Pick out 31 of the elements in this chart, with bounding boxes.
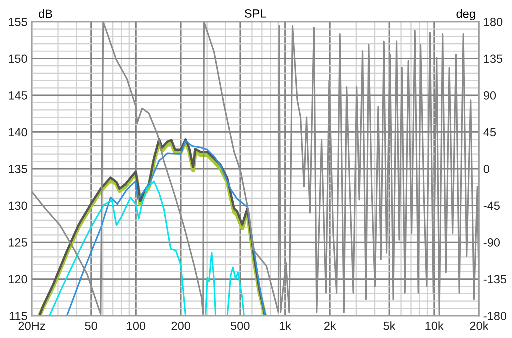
x-tick-label: 500 xyxy=(231,322,250,330)
y-tick-label: 125 xyxy=(9,238,28,247)
y2-tick-label: 135 xyxy=(484,54,503,64)
y2-tick-label: -180 xyxy=(484,312,507,320)
x-tick-label: 100 xyxy=(127,322,146,330)
x-tick-label: 20k xyxy=(470,322,489,330)
x-tick-label: 10k xyxy=(426,322,444,330)
y2-tick-label: 45 xyxy=(484,128,496,137)
chart-title: SPL xyxy=(244,10,266,18)
y2-tick-label: 0 xyxy=(484,165,490,174)
y-tick-label: 145 xyxy=(9,92,28,100)
y-tick-label: 120 xyxy=(9,275,28,284)
y2-tick-label: 180 xyxy=(484,18,503,26)
y-tick-label: 155 xyxy=(9,18,28,26)
x-tick-label: 50 xyxy=(85,322,98,330)
y-tick-label: 140 xyxy=(9,128,28,137)
y-axis-title: dB xyxy=(39,9,52,18)
y2-tick-label: 90 xyxy=(484,92,496,100)
y-tick-label: 130 xyxy=(9,202,28,210)
x-tick-label: 200 xyxy=(172,322,190,330)
y2-tick-label: -45 xyxy=(484,202,500,210)
y-tick-label: 150 xyxy=(9,54,28,64)
y2-tick-label: -90 xyxy=(484,238,500,247)
y2-axis-title: deg xyxy=(456,9,476,20)
y-tick-label: 135 xyxy=(9,165,28,174)
y-tick-label: 115 xyxy=(10,312,28,320)
x-tick-label: 20Hz xyxy=(18,322,46,330)
y2-tick-label: -135 xyxy=(484,275,507,284)
x-tick-label: 1k xyxy=(280,322,292,330)
x-tick-label: 2k xyxy=(324,322,336,330)
x-tick-label: 5k xyxy=(384,322,396,330)
